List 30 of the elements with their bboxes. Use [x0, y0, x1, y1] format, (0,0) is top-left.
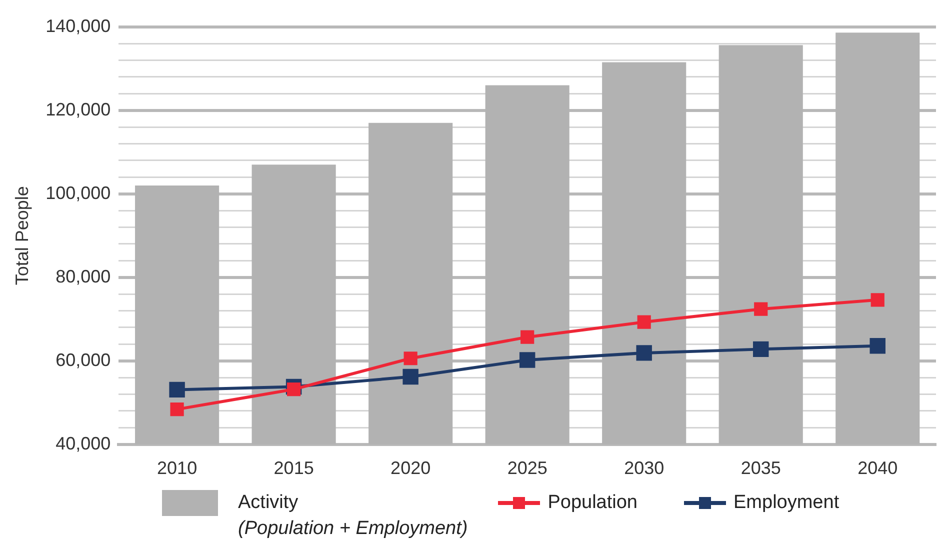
- point: [520, 330, 534, 344]
- legend-label: Activity (Population + Employment): [238, 491, 468, 541]
- x-tick-label: 2025: [507, 458, 548, 478]
- legend-label: Population: [548, 491, 638, 515]
- legend-label: Employment: [734, 491, 840, 515]
- x-tick-label: 2015: [274, 458, 314, 478]
- point: [169, 382, 185, 398]
- point: [754, 302, 768, 316]
- point: [870, 293, 884, 307]
- point: [404, 352, 418, 366]
- x-tick-label: 2030: [624, 458, 664, 478]
- point: [637, 315, 651, 329]
- y-tick-label: 60,000: [56, 350, 111, 370]
- y-tick-label: 140,000: [46, 16, 111, 36]
- y-tick-label: 120,000: [46, 99, 111, 120]
- y-axis-title: Total People: [12, 186, 32, 286]
- point: [752, 341, 769, 358]
- point: [636, 345, 652, 361]
- point: [402, 368, 418, 385]
- y-tick-label: 100,000: [46, 182, 111, 203]
- point: [870, 338, 886, 354]
- x-tick-label: 2020: [390, 458, 431, 478]
- y-tick-label: 40,000: [56, 433, 111, 454]
- y-tick-label: 80,000: [56, 266, 111, 286]
- point: [287, 382, 301, 396]
- x-tick-label: 2040: [858, 458, 898, 478]
- point: [519, 352, 536, 368]
- x-tick-label: 2010: [157, 458, 198, 478]
- point: [170, 402, 184, 416]
- x-tick-label: 2035: [740, 458, 781, 478]
